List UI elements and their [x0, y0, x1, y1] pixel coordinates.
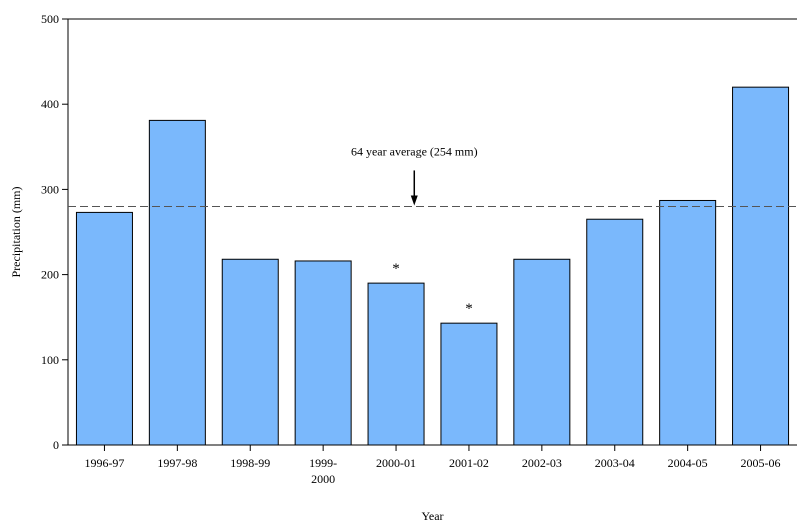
y-tick-label: 400 [41, 97, 59, 111]
y-axis-ticks: 0 100 200 300 400 500 [41, 12, 68, 452]
y-tick-label: 300 [41, 182, 59, 196]
x-tick-label: 2001-02 [449, 456, 489, 470]
significance-marker: * [465, 301, 473, 317]
x-tick-label: 1999-2000 [309, 456, 337, 486]
bar-1999-2000 [294, 260, 352, 446]
x-tick-label: 2000-01 [376, 456, 416, 470]
y-tick-label: 0 [53, 438, 59, 452]
x-tick-label: 2005-06 [741, 456, 781, 470]
y-axis-label: Precipitation (mm) [9, 187, 23, 278]
x-axis-label: Year [421, 509, 443, 523]
y-tick-label: 200 [41, 268, 59, 282]
x-tick-label: 2004-05 [668, 456, 708, 470]
y-tick-label: 100 [41, 353, 59, 367]
x-tick-label: 1997-98 [157, 456, 197, 470]
x-tick-label: 1998-99 [230, 456, 270, 470]
x-tick-label: 2003-04 [595, 456, 635, 470]
bar-2004-05 [659, 199, 717, 446]
annotations: 64 year average (254 mm) * * [351, 144, 478, 317]
x-tick-label: 1996-97 [84, 456, 124, 470]
bar-1996-97 [75, 211, 133, 446]
x-tick-label: 2002-03 [522, 456, 562, 470]
bar-2001-02 [440, 322, 498, 446]
significance-marker: * [392, 261, 400, 277]
bar-1998-99 [221, 258, 279, 446]
bars [75, 86, 790, 446]
axes [67, 18, 797, 446]
reference-arrow-head [410, 195, 418, 206]
bar-2005-06 [732, 86, 790, 446]
x-axis-ticks: 1996-97 1997-98 1998-99 1999-2000 2000-01 200… [84, 445, 781, 486]
bar-2000-01 [367, 282, 425, 446]
bar-1997-98 [148, 119, 206, 446]
reference-line-label: 64 year average (254 mm) [351, 144, 478, 158]
bar-2003-04 [586, 218, 644, 446]
y-tick-label: 500 [41, 12, 59, 26]
bar-2002-03 [513, 258, 571, 446]
